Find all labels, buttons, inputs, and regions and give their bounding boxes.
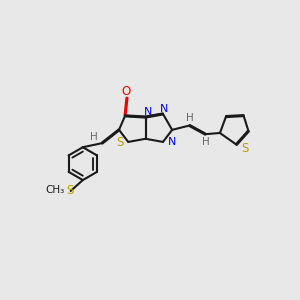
Text: CH₃: CH₃ xyxy=(45,185,64,195)
Text: O: O xyxy=(122,85,131,98)
Text: S: S xyxy=(241,142,248,154)
Text: H: H xyxy=(202,136,210,147)
Text: N: N xyxy=(143,107,152,117)
Text: H: H xyxy=(186,113,194,123)
Text: N: N xyxy=(168,137,176,147)
Text: S: S xyxy=(67,184,74,197)
Text: H: H xyxy=(90,132,98,142)
Text: N: N xyxy=(160,103,169,114)
Text: S: S xyxy=(116,136,124,149)
